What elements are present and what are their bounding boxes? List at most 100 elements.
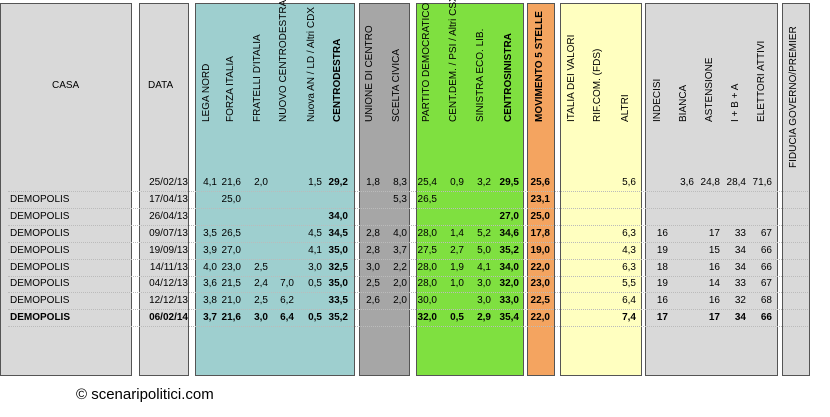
value-cell: 67 [760, 227, 772, 239]
value-cell: 29,2 [328, 177, 348, 188]
value-cell: 1,9 [450, 261, 464, 273]
value-cell: 2,7 [450, 244, 464, 256]
value-cell: 4,1 [203, 177, 217, 188]
panel-casa [0, 3, 132, 376]
value-cell: 3,2 [477, 177, 491, 188]
party-header-3: NUOVO CENTRODESTRA [278, 0, 289, 122]
value-cell: 6,3 [622, 261, 636, 273]
row-date: 25/02/13 [149, 177, 188, 188]
value-cell: 3,5 [203, 227, 217, 239]
panel-centro [359, 3, 410, 376]
value-cell: 3,0 [308, 261, 322, 273]
value-cell: 33 [734, 278, 746, 290]
party-header-13: ITALIA DEI VALORI [566, 34, 577, 122]
value-cell: 23,0 [221, 261, 241, 273]
row-separator [8, 292, 808, 294]
value-cell: 15 [708, 244, 720, 256]
value-cell: 34,5 [328, 227, 348, 239]
value-cell: 32,5 [328, 261, 348, 273]
panel-data [139, 3, 189, 376]
value-cell: 21,6 [221, 177, 241, 188]
party-header-1: FORZA ITALIA [225, 56, 236, 122]
value-cell: 30,0 [417, 295, 437, 307]
row-casa: DEMOPOLIS [10, 210, 70, 222]
row-casa: DEMOPOLIS [10, 193, 70, 205]
value-cell: 19 [656, 244, 668, 256]
value-cell: 1,5 [308, 177, 322, 188]
value-cell: 2,0 [393, 295, 407, 307]
row-casa: DEMOPOLIS [10, 261, 70, 273]
value-cell: 26,5 [221, 227, 241, 239]
value-cell: 27,0 [499, 210, 519, 222]
value-cell: 68 [760, 295, 772, 307]
party-header-12: MOVIMENTO 5 STELLE [534, 11, 545, 122]
value-cell: 6,2 [280, 295, 294, 307]
value-cell: 7,0 [280, 278, 294, 290]
value-cell: 2,5 [254, 295, 268, 307]
party-header-18: ASTENSIONE [704, 57, 715, 122]
value-cell: 33 [734, 227, 746, 239]
value-cell: 3,9 [203, 244, 217, 256]
value-cell: 19,0 [530, 244, 550, 256]
value-cell: 3,8 [203, 295, 217, 307]
value-cell: 3,6 [680, 177, 694, 188]
row-casa: DEMOPOLIS [10, 295, 70, 307]
value-cell: 8,3 [393, 177, 407, 188]
value-cell: 17,8 [530, 227, 550, 239]
value-cell: 28,0 [417, 261, 437, 273]
value-cell: 21,5 [221, 278, 241, 290]
value-cell: 2,5 [254, 261, 268, 273]
value-cell: 4,5 [308, 227, 322, 239]
header-data: DATA [148, 80, 174, 91]
party-header-2: FRATELLI D'ITALIA [252, 34, 263, 122]
value-cell: 7,4 [622, 312, 636, 324]
party-header-9: CENT.DEM. / PSI / Altri CSX [448, 0, 459, 122]
value-cell: 25,4 [417, 177, 437, 188]
value-cell: 5,6 [622, 177, 636, 188]
party-header-10: SINISTRA ECO. LIB. [475, 28, 486, 122]
row-separator [8, 224, 808, 226]
value-cell: 27,0 [221, 244, 241, 256]
row-date: 06/02/14 [149, 312, 188, 324]
value-cell: 34,0 [328, 210, 348, 222]
value-cell: 24,8 [700, 177, 720, 188]
value-cell: 18 [656, 261, 668, 273]
value-cell: 17 [708, 227, 720, 239]
value-cell: 19 [656, 278, 668, 290]
row-separator [8, 191, 808, 192]
value-cell: 2,8 [366, 244, 380, 256]
value-cell: 2,2 [393, 261, 407, 273]
value-cell: 2,4 [254, 278, 268, 290]
value-cell: 3,0 [477, 278, 491, 290]
value-cell: 16 [656, 295, 668, 307]
value-cell: 4,1 [308, 244, 322, 256]
row-casa: DEMOPOLIS [10, 244, 70, 256]
party-header-19: I + B + A [730, 83, 741, 122]
panel-centrosinistra [416, 3, 524, 376]
value-cell: 21,0 [221, 295, 241, 307]
row-separator [8, 207, 808, 209]
panel-elettori [645, 3, 778, 376]
value-cell: 16 [656, 227, 668, 239]
value-cell: 17 [656, 312, 668, 324]
value-cell: 5,5 [622, 278, 636, 290]
value-cell: 33,5 [328, 295, 348, 307]
value-cell: 3,0 [254, 312, 268, 324]
value-cell: 4,0 [203, 261, 217, 273]
value-cell: 4,1 [477, 261, 491, 273]
value-cell: 2,0 [254, 177, 268, 188]
row-casa: DEMOPOLIS [10, 278, 70, 290]
party-header-17: BIANCA [678, 84, 689, 122]
header-casa: CASA [52, 80, 80, 91]
row-date: 12/12/13 [149, 295, 188, 307]
value-cell: 25,0 [221, 193, 241, 205]
value-cell: 2,5 [366, 278, 380, 290]
value-cell: 4,3 [622, 244, 636, 256]
value-cell: 3,7 [203, 312, 217, 324]
value-cell: 5,3 [393, 193, 407, 205]
row-date: 14/11/13 [149, 261, 188, 273]
value-cell: 1,4 [450, 227, 464, 239]
value-cell: 3,0 [477, 295, 491, 307]
party-header-0: LEGA NORD [201, 63, 212, 122]
panel-m5s [527, 3, 555, 376]
